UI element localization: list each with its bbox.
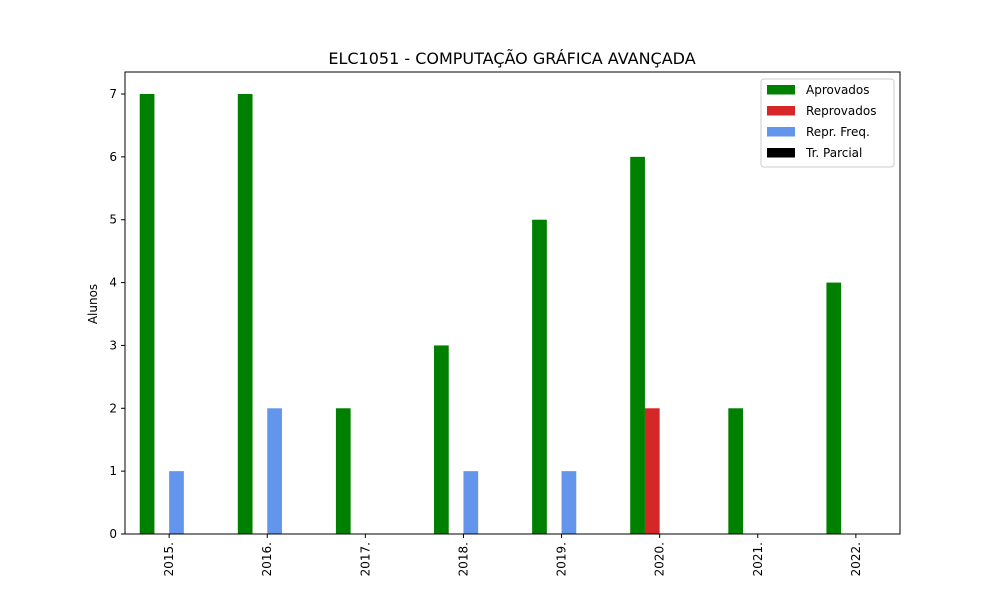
legend-box (760, 78, 895, 168)
legend-swatch (767, 148, 795, 158)
bar-aprovados-2019 (532, 219, 547, 534)
bar-repr-freq--2016 (267, 408, 282, 534)
bar-repr-freq--2019 (561, 471, 577, 534)
legend-label: Tr. Parcial (805, 146, 862, 160)
y-tick-label: 7 (109, 87, 117, 101)
y-axis: 0 1 2 3 4 5 6 7 (109, 87, 125, 541)
x-tick-label: 2017. (358, 542, 372, 576)
y-tick-label: 2 (109, 401, 117, 415)
bars-group (139, 94, 842, 534)
x-tick-label: 2022. (849, 542, 863, 576)
bar-aprovados-2017 (335, 408, 351, 534)
bar-aprovados-2022 (826, 282, 842, 534)
legend-label: Repr. Freq. (806, 125, 870, 139)
y-axis-label: Alunos (86, 284, 100, 324)
x-tick-label: 2016. (260, 542, 274, 576)
bar-aprovados-2018 (434, 345, 449, 534)
x-tick-label: 2021. (751, 542, 765, 576)
x-tick-label: 2015. (162, 542, 176, 576)
y-tick-label: 5 (109, 213, 117, 227)
y-tick-label: 3 (109, 338, 117, 352)
y-tick-label: 1 (109, 464, 117, 478)
legend-swatch (767, 127, 795, 137)
bar-repr-freq--2018 (463, 471, 479, 534)
chart-title: ELC1051 - COMPUTAÇÃO GRÁFICA AVANÇADA (328, 49, 695, 68)
x-axis: 2015. 2016. 2017. 2018. 2019. 2020. 2021. 2022. (162, 534, 863, 576)
legend-swatch (767, 106, 795, 116)
y-tick-label: 6 (109, 150, 117, 164)
bar-aprovados-2021 (728, 408, 744, 534)
y-tick-label: 4 (109, 276, 117, 290)
plot-frame (124, 71, 901, 535)
x-tick-label: 2020. (653, 542, 667, 576)
bar-aprovados-2015 (139, 94, 155, 534)
bar-repr-freq--2015 (169, 471, 184, 534)
bar-aprovados-2020 (630, 156, 645, 534)
bar-aprovados-2016 (237, 94, 253, 534)
legend-label: Reprovados (806, 104, 876, 118)
y-tick-label: 0 (109, 527, 117, 541)
legend-label: Aprovados (806, 83, 870, 97)
x-tick-label: 2019. (555, 542, 569, 576)
legend: Aprovados Reprovados Repr. Freq. Tr. Parcia… (760, 78, 895, 168)
bar-reprovados-2020 (644, 408, 660, 534)
x-tick-label: 2018. (456, 542, 470, 576)
legend-swatch (767, 85, 795, 95)
